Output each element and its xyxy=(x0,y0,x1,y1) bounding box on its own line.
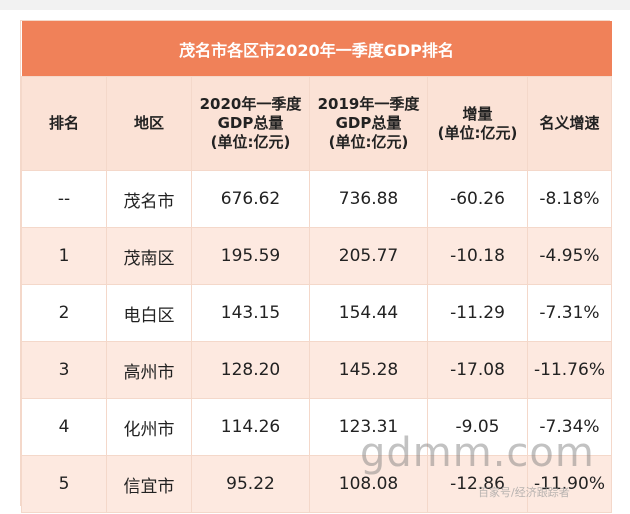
title-row: 茂名市各区市2020年一季度GDP排名 xyxy=(21,21,612,77)
cell-gdp-2020: 143.15 xyxy=(191,284,310,342)
cell-growth: -4.95% xyxy=(527,227,612,285)
cell-region: 信宜市 xyxy=(106,455,192,513)
header-row: 排名 地区 2020年一季度 GDP总量 (单位:亿元) 2019年一季度 GD… xyxy=(21,76,612,171)
cell-growth: -11.76% xyxy=(527,341,612,399)
cell-gdp-2019: 123.31 xyxy=(309,398,428,456)
table-row: 5 信宜市 95.22 108.08 -12.86 -11.90% xyxy=(21,455,612,513)
cell-rank: -- xyxy=(21,170,107,228)
cell-region: 高州市 xyxy=(106,341,192,399)
cell-increase: -10.18 xyxy=(427,227,528,285)
cell-rank: 5 xyxy=(21,455,107,513)
header-increase: 增量 (单位:亿元) xyxy=(427,76,528,171)
cell-gdp-2019: 154.44 xyxy=(309,284,428,342)
cell-growth: -7.31% xyxy=(527,284,612,342)
header-gdp-2020-line1: 2020年一季度 xyxy=(199,95,302,113)
cell-increase: -12.86 xyxy=(427,455,528,513)
cell-gdp-2020: 676.62 xyxy=(191,170,310,228)
header-gdp-2020: 2020年一季度 GDP总量 (单位:亿元) xyxy=(191,76,310,171)
header-region: 地区 xyxy=(106,76,192,171)
cell-rank: 4 xyxy=(21,398,107,456)
cell-growth: -8.18% xyxy=(527,170,612,228)
cell-increase: -9.05 xyxy=(427,398,528,456)
gdp-ranking-table: 茂名市各区市2020年一季度GDP排名 排名 地区 2020年一季度 GDP总量… xyxy=(20,20,612,513)
cell-gdp-2020: 195.59 xyxy=(191,227,310,285)
cell-region: 茂南区 xyxy=(106,227,192,285)
cell-rank: 1 xyxy=(21,227,107,285)
cell-rank: 3 xyxy=(21,341,107,399)
cell-gdp-2019: 108.08 xyxy=(309,455,428,513)
cell-gdp-2020: 114.26 xyxy=(191,398,310,456)
header-gdp-2019: 2019年一季度 GDP总量 (单位:亿元) xyxy=(309,76,428,171)
cell-gdp-2019: 145.28 xyxy=(309,341,428,399)
cell-rank: 2 xyxy=(21,284,107,342)
header-gdp-2019-line3: (单位:亿元) xyxy=(328,133,409,151)
table-row: 1 茂南区 195.59 205.77 -10.18 -4.95% xyxy=(21,227,612,285)
header-nominal-growth: 名义增速 xyxy=(527,76,612,171)
table-row: 2 电白区 143.15 154.44 -11.29 -7.31% xyxy=(21,284,612,342)
cell-increase: -11.29 xyxy=(427,284,528,342)
header-increase-line2: (单位:亿元) xyxy=(437,123,518,142)
header-gdp-2020-line2: GDP总量 xyxy=(217,114,284,132)
top-bar xyxy=(0,0,630,10)
cell-growth: -7.34% xyxy=(527,398,612,456)
header-gdp-2020-line3: (单位:亿元) xyxy=(210,133,291,151)
header-rank: 排名 xyxy=(21,76,107,171)
cell-region: 化州市 xyxy=(106,398,192,456)
table-row: -- 茂名市 676.62 736.88 -60.26 -8.18% xyxy=(21,170,612,228)
cell-increase: -60.26 xyxy=(427,170,528,228)
cell-increase: -17.08 xyxy=(427,341,528,399)
cell-gdp-2020: 128.20 xyxy=(191,341,310,399)
table: 茂名市各区市2020年一季度GDP排名 排名 地区 2020年一季度 GDP总量… xyxy=(21,21,612,513)
cell-gdp-2020: 95.22 xyxy=(191,455,310,513)
header-increase-line1: 增量 xyxy=(462,104,493,123)
cell-growth: -11.90% xyxy=(527,455,612,513)
header-gdp-2019-line2: GDP总量 xyxy=(335,114,402,132)
cell-gdp-2019: 205.77 xyxy=(309,227,428,285)
table-title: 茂名市各区市2020年一季度GDP排名 xyxy=(21,21,612,77)
header-gdp-2019-line1: 2019年一季度 xyxy=(317,95,420,113)
table-row: 3 高州市 128.20 145.28 -17.08 -11.76% xyxy=(21,341,612,399)
cell-region: 茂名市 xyxy=(106,170,192,228)
cell-region: 电白区 xyxy=(106,284,192,342)
table-row: 4 化州市 114.26 123.31 -9.05 -7.34% xyxy=(21,398,612,456)
cell-gdp-2019: 736.88 xyxy=(309,170,428,228)
